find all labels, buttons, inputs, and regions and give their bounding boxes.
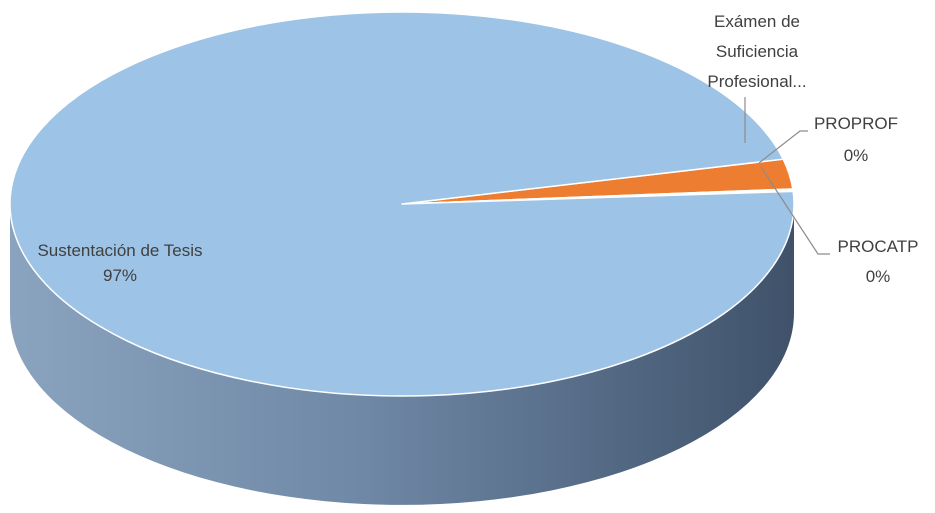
slice-label-examen-line3: Profesional... bbox=[707, 72, 806, 91]
slice-percent-proprof: 0% bbox=[844, 146, 869, 165]
slice-label-examen-line2: Suficiencia bbox=[716, 42, 799, 61]
slice-label-proprof: PROPROF bbox=[814, 114, 898, 133]
slice-sustentacion-de-tesis bbox=[9, 11, 795, 397]
slice-percent-procatp: 0% bbox=[866, 267, 891, 286]
leader-line-procatp bbox=[760, 166, 830, 255]
slice-percent-sustentacion: 97% bbox=[103, 266, 137, 285]
slice-label-examen-line1: Exámen de bbox=[714, 12, 800, 31]
slice-label-sustentacion: Sustentación de Tesis bbox=[37, 241, 202, 260]
slice-label-procatp: PROCATP bbox=[838, 237, 919, 256]
pie-side-wall bbox=[10, 204, 794, 505]
leader-line-proprof bbox=[758, 130, 808, 164]
